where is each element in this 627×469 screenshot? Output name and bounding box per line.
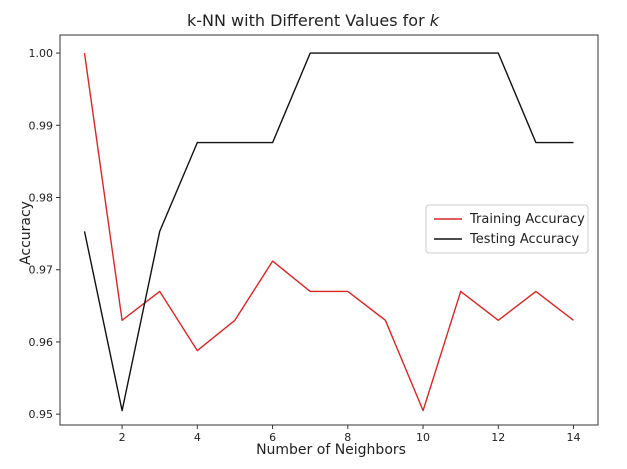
series-line-testing [83,52,574,412]
y-tick-label: 0.97 [29,264,54,277]
y-axis: 0.95 0.96 0.97 0.98 0.99 1.00 [29,47,60,421]
x-tick-label: 8 [344,431,351,444]
y-tick-label: 1.00 [29,47,54,60]
legend-label: Testing Accuracy [469,232,579,247]
x-axis-label: Number of Neighbors [256,442,406,458]
y-tick-label: 0.99 [29,119,54,132]
legend: Training Accuracy Testing Accuracy [425,204,589,254]
x-axis: 2 4 6 8 10 12 14 [119,425,581,444]
plot-area [59,34,599,426]
x-tick-label: 14 [567,431,581,444]
y-tick-label: 0.95 [29,408,54,421]
x-tick-label: 10 [416,431,430,444]
chart-title: k-NN with Different Values for k [187,11,440,30]
y-tick-label: 0.96 [29,336,54,349]
legend-label: Training Accuracy [469,212,585,227]
x-tick-label: 6 [269,431,276,444]
series-lines [83,52,574,412]
series-line-training [83,53,574,412]
x-tick-label: 12 [491,431,505,444]
x-tick-label: 4 [194,431,201,444]
legend-box [425,204,589,254]
y-axis-label: Accuracy [18,201,34,265]
y-tick-label: 0.98 [29,192,54,205]
x-tick-label: 2 [119,431,126,444]
